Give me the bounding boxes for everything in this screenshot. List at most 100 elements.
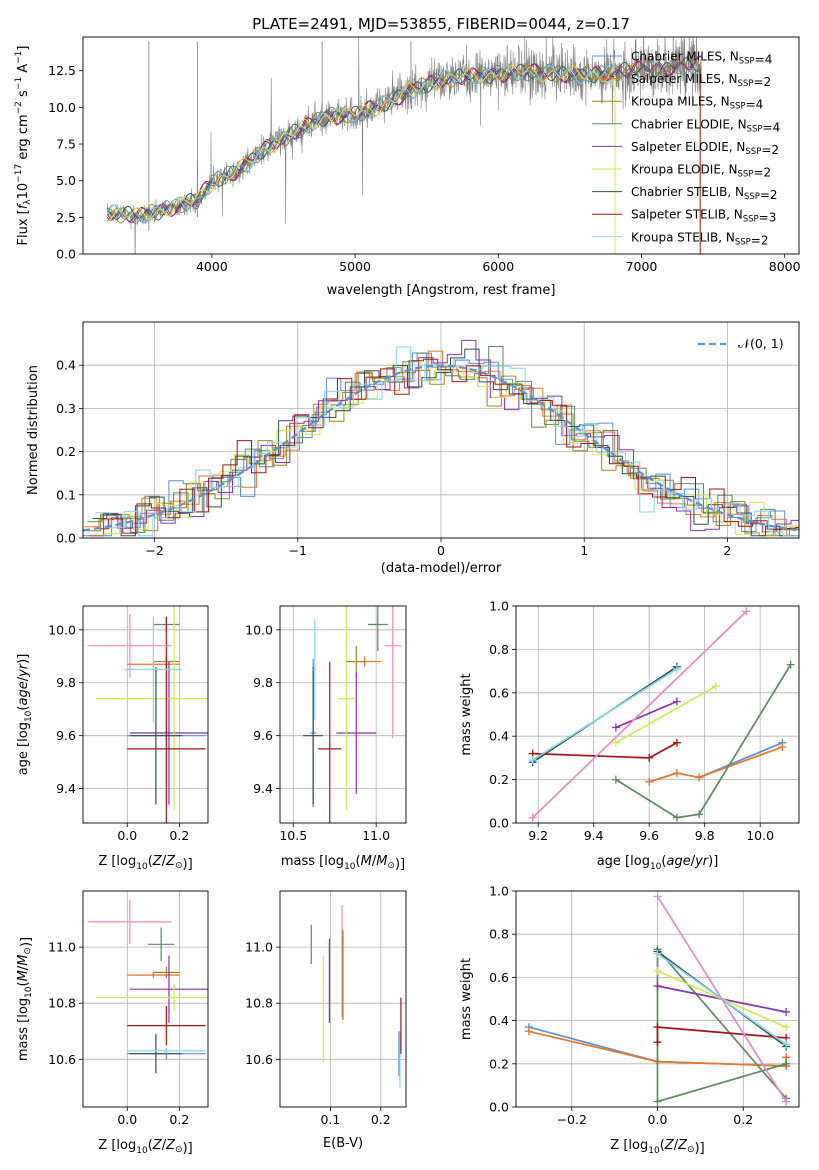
series-marker xyxy=(524,1027,533,1036)
histogram-salpeter_elodie xyxy=(89,339,799,537)
series-line-kroupa_stelib xyxy=(532,668,678,761)
y-tick-label: 12.5 xyxy=(48,63,76,78)
y-tick-label: 0.1 xyxy=(56,487,76,502)
series-line-chabrier_elodie xyxy=(656,947,787,1103)
y-tick-label: 0.4 xyxy=(56,358,76,373)
mass-vs-ebv-panel: 0.1 0.2 10.6 10.8 11.0 E(B-V) xyxy=(245,890,407,1151)
y-axis-label: mass [log10(M/M⊙)] xyxy=(16,937,34,1061)
legend-label: Chabrier MILES, NSSP=4 xyxy=(631,50,772,67)
ticks: 9.2 9.4 9.6 9.8 10.0 0.0 0.2 0.4 0.6 0.8 1.0 xyxy=(489,599,774,844)
x-tick-label: 10.0 xyxy=(746,828,774,843)
y-axis-label: Normed distribution xyxy=(26,365,41,495)
y-tick-label: 0.8 xyxy=(489,642,509,657)
x-tick-label: 4000 xyxy=(196,259,228,274)
x-tick-label: 8000 xyxy=(769,259,801,274)
x-tick-label: 9.8 xyxy=(695,828,715,843)
y-tick-label: 9.4 xyxy=(253,781,273,796)
axes-frame xyxy=(82,890,209,1108)
y-tick-label: 10.6 xyxy=(245,1052,273,1067)
y-tick-label: 0.2 xyxy=(489,1056,509,1071)
x-tick-label: −1 xyxy=(289,543,307,558)
x-tick-label: 6000 xyxy=(482,259,514,274)
series-marker xyxy=(645,777,654,786)
y-tick-label: 9.6 xyxy=(253,728,273,743)
y-axis-label: age [log10(age/yr)] xyxy=(16,654,34,776)
series-marker xyxy=(653,966,662,975)
series-line-salpeter_stelib xyxy=(532,741,678,759)
series-line-pink xyxy=(532,610,747,819)
model-spectrum-kroupa_elodie xyxy=(107,64,616,223)
series-marker xyxy=(528,813,537,822)
y-tick-label: 5.0 xyxy=(56,173,76,188)
x-axis-label: E(B-V) xyxy=(323,1136,363,1151)
plot-area xyxy=(88,606,208,823)
series-line-pink xyxy=(656,895,787,1103)
x-axis-label: Z [log10(Z/Z⊙)] xyxy=(98,1138,192,1156)
histogram-salpeter_stelib xyxy=(94,358,799,534)
series-marker xyxy=(672,664,681,673)
age-vs-mass-panel: 10.5 11.0 9.4 9.6 9.8 10.0 mass [log10(M/M⊙)] xyxy=(245,605,407,872)
y-tick-label: 1.0 xyxy=(489,599,509,614)
x-tick-label: 9.2 xyxy=(528,828,548,843)
series-marker xyxy=(742,607,751,616)
series-marker xyxy=(672,769,681,778)
histogram-kroupa_miles xyxy=(86,367,799,537)
legend-label: Chabrier ELODIE, NSSP=4 xyxy=(631,117,780,134)
x-tick-label: 5000 xyxy=(339,259,371,274)
x-tick-label: 0.2 xyxy=(169,1112,189,1127)
ticks: 0.0 0.2 9.4 9.6 9.8 10.0 xyxy=(48,622,189,843)
legend-label: Chabrier STELIB, NSSP=2 xyxy=(631,185,778,202)
grid xyxy=(516,605,799,824)
y-tick-label: 10.0 xyxy=(48,100,76,115)
axes-frame xyxy=(82,605,209,824)
y-axis-label: mass weight xyxy=(459,673,474,755)
series-marker xyxy=(645,753,654,762)
x-tick-label: −0.2 xyxy=(557,1112,587,1127)
x-tick-label: 9.4 xyxy=(584,828,604,843)
x-tick-label: 2 xyxy=(723,543,731,558)
observed-spectrum-line xyxy=(107,37,702,254)
histogram-salpeter_miles xyxy=(84,350,799,536)
legend-label: Kroupa MILES, NSSP=4 xyxy=(631,95,763,112)
ticks: −2 −1 0 1 2 0.0 0.1 0.2 0.3 0.4 xyxy=(56,358,731,558)
plot-area xyxy=(528,607,795,822)
x-tick-label: 0.0 xyxy=(117,1112,137,1127)
y-tick-label: 0.6 xyxy=(489,685,509,700)
model-spectrum-kroupa_stelib xyxy=(106,63,616,224)
x-tick-label: 0.2 xyxy=(733,1112,753,1127)
x-axis-label: age [log10(age/yr)] xyxy=(597,854,719,872)
x-tick-label: 0.0 xyxy=(648,1112,668,1127)
y-tick-label: 0.0 xyxy=(489,1100,509,1115)
y-tick-label: 10.8 xyxy=(245,996,273,1011)
plot-area xyxy=(303,606,402,823)
series-marker xyxy=(695,773,704,782)
y-tick-label: 10.0 xyxy=(48,622,76,637)
residual-histogram-panel: −2 −1 0 1 2 0.0 0.1 0.2 0.3 0.4 (data-model)/error… xyxy=(26,321,800,576)
series-line-salpeter_elodie xyxy=(615,700,678,729)
series-marker xyxy=(653,982,662,991)
model-spectrum-salpeter_elodie xyxy=(106,55,702,224)
mass-weight-vs-age-panel: 9.2 9.4 9.6 9.8 10.0 0.0 0.2 0.4 0.6 0.8 1.0 age [l… xyxy=(459,599,800,872)
spectrum-legend: Chabrier MILES, NSSP=4 Salpeter MILES, NS… xyxy=(592,50,780,247)
y-tick-label: 9.8 xyxy=(56,675,76,690)
series-marker xyxy=(782,1007,791,1016)
age-vs-metallicity-panel: 0.0 0.2 9.4 9.6 9.8 10.0 Z [log10(Z/Z⊙)] age [l… xyxy=(16,605,209,872)
ticks: 4000 5000 6000 7000 8000 0.0 2.5 5.0 7.5 10.0 12.5 xyxy=(48,63,800,274)
axes-frame xyxy=(279,890,407,1108)
axes-frame xyxy=(82,36,800,255)
histogram-chabrier_stelib xyxy=(92,348,799,537)
legend-label: Kroupa ELODIE, NSSP=2 xyxy=(631,163,771,180)
x-tick-label: 9.6 xyxy=(639,828,659,843)
histogram-chabrier_elodie xyxy=(87,346,799,537)
legend-label: Salpeter MILES, NSSP=2 xyxy=(631,72,771,89)
series-line-salpeter_stelib xyxy=(656,1026,787,1043)
mass-vs-metallicity-panel: 0.0 0.2 10.6 10.8 11.0 Z [log10(Z/Z⊙)] mass [l… xyxy=(16,890,209,1156)
y-tick-label: 11.0 xyxy=(48,940,76,955)
y-tick-label: 11.0 xyxy=(245,940,273,955)
y-tick-label: 9.8 xyxy=(253,675,273,690)
spectrum-panel: 4000 5000 6000 7000 8000 0.0 2.5 5.0 7.5 10.0 12.5… xyxy=(14,36,801,298)
series-marker xyxy=(611,738,620,747)
y-tick-label: 0.2 xyxy=(489,772,509,787)
x-axis-label: Z [log10(Z/Z⊙)] xyxy=(98,854,192,872)
grid xyxy=(83,606,208,823)
